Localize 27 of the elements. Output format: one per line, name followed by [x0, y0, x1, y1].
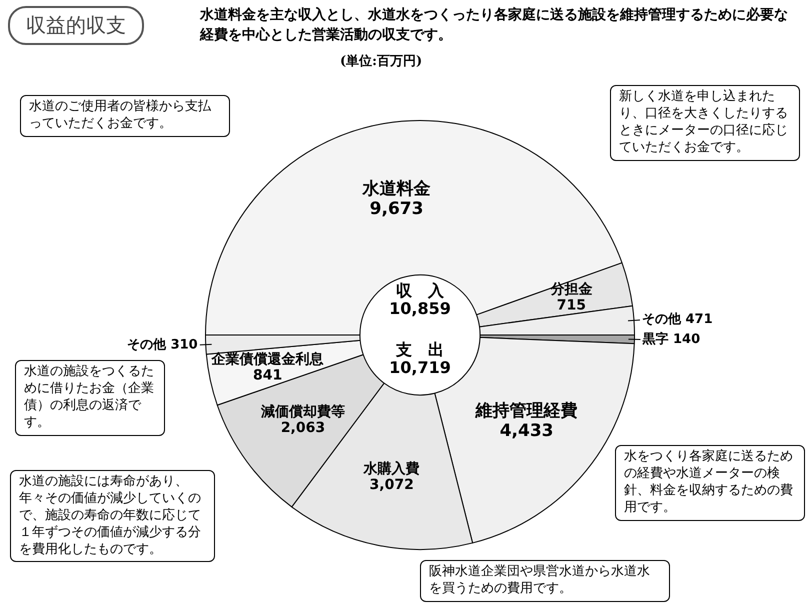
- text: 収 入: [395, 281, 445, 300]
- text: 支 出: [395, 340, 445, 360]
- text: 水をつくり各家庭に送るための経費や水道メーターの検針、料金を収納するための費用です。: [615, 445, 805, 521]
- data-label: 3,072: [370, 476, 414, 493]
- text: 水道のご使用者の皆様から支払っていただくお金です。: [20, 95, 230, 137]
- slice-label: その他 310: [127, 337, 198, 352]
- slice-label: 水購入費: [362, 460, 420, 477]
- data-label: 715: [556, 298, 586, 314]
- slice-label: その他 471: [642, 312, 713, 328]
- slice-label: 水道料金: [362, 179, 431, 200]
- slice-label: 減価償却費等: [260, 404, 345, 420]
- chart-title: 収益的収支: [8, 6, 144, 45]
- text: 10,719: [388, 358, 452, 378]
- data-label: 2,063: [280, 420, 326, 436]
- text: 新しく水道を申し込まれたり、口径を大きくしたりするときにメーターの口径に応じていただくお金です。: [610, 85, 800, 161]
- data-label: 841: [253, 367, 282, 384]
- slice-label: 黒字 140: [641, 330, 700, 347]
- slice-label: 企業債償還金利息: [210, 351, 325, 368]
- text: 水道の施設には寿命があり、年々その価値が減少していくので、施設の寿命の年数に応じて１年ずつその価値が減少する分を費用化したものです。: [10, 470, 215, 562]
- text: (単位:百万円): [340, 53, 422, 70]
- text: 水道の施設をつくるために借りたお金（企業債）の利息の返済です。: [15, 360, 165, 436]
- chart-subtitle: 水道料金を主な収入とし、水道水をつくったり各家庭に送る施設を維持管理するために必要な経費を中心とした営業活動の収支です。: [200, 6, 789, 45]
- data-label: 4,433: [500, 420, 554, 441]
- slice-label: 維持管理経費: [474, 400, 578, 421]
- data-label: 9,673: [370, 199, 424, 220]
- text: 10,859: [388, 299, 452, 319]
- text: 阪神水道企業団や県営水道から水道水を買うための費用です。: [420, 560, 670, 602]
